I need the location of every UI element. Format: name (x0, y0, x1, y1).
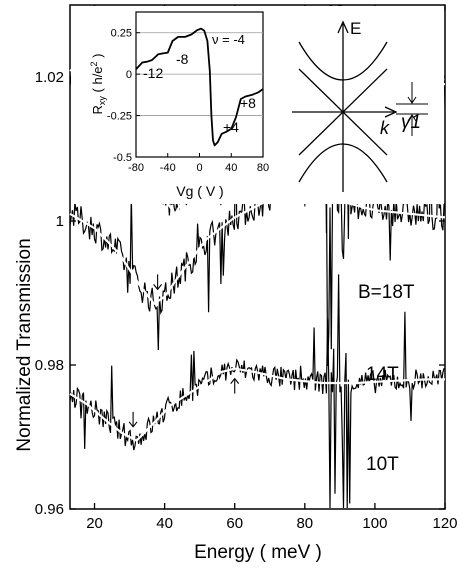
band-structure-diagram: E k γ1 (292, 19, 428, 192)
x-tick-label: 60 (226, 515, 243, 532)
inset-x-tick-label: 80 (257, 162, 269, 174)
inset-y-tick-label: 0 (126, 69, 132, 81)
inset-annotation-minus8: -8 (176, 51, 189, 67)
main-axes: 20 40 60 80 100 120 0.96 0.98 1 1.02 (35, 5, 458, 532)
inset-annotation-minus12: -12 (143, 65, 163, 81)
inset-y-axis-label: Rxy ( h/e2 ) (89, 54, 107, 115)
inset-reference-lines (136, 32, 263, 116)
inset-x-tick-label: -40 (160, 162, 176, 174)
x-axis-label: Energy ( meV ) (194, 542, 322, 563)
inset-region-background (71, 6, 444, 204)
y-tick-label: 1 (56, 213, 64, 230)
energy-axis-label: E (350, 19, 361, 38)
inset-annotation-nu-minus4: ν = -4 (212, 32, 245, 47)
resonance-arrowhead-up (230, 377, 240, 384)
fit-curve-10t (69, 367, 445, 442)
inset-x-axis-label: Vg ( V ) (176, 183, 223, 199)
inset-annotation-plus8: +8 (240, 95, 256, 111)
x-tick-label: 100 (362, 515, 387, 532)
main-plot-frame (69, 4, 446, 510)
upper-split-band (298, 41, 388, 81)
momentum-axis-label: k (380, 118, 390, 138)
x-tick-label: 120 (432, 515, 457, 532)
inset-x-tick-label: 0 (196, 162, 202, 174)
gap-arrow-down-head (407, 96, 417, 104)
inset-x-tick-label: -80 (128, 162, 144, 174)
series-label-18t: B=18T (358, 282, 415, 303)
lower-split-band (298, 143, 388, 183)
inset-axes: -80 -40 0 40 80 0.25 0 -0.25 -0.5 (107, 28, 269, 174)
momentum-axis-arrowhead (384, 106, 398, 118)
gap-label: γ1 (401, 112, 421, 133)
inset-series-layer (135, 27, 264, 147)
inset-x-tick-label: 40 (225, 162, 237, 174)
x-tick-label: 80 (296, 515, 313, 532)
fit-curve-14t (69, 180, 446, 306)
x-tick-label: 40 (156, 515, 173, 532)
inset-annotation-plus4: +4 (223, 119, 239, 135)
inset-hall-curve (135, 27, 264, 147)
y-axis-label: Normalized Transmission (14, 238, 35, 451)
inset-chart: -80 -40 0 40 800.250-0.25-0.5 ν = -4 -8 -12 … (89, 11, 269, 199)
inset-y-tick-label: -0.25 (107, 111, 132, 123)
dirac-line-b (298, 68, 388, 156)
y-tick-label: 0.98 (35, 357, 64, 374)
series-line-10t (69, 274, 445, 509)
y-tick-label: 0.96 (35, 501, 64, 518)
gap-arrow-up-head (407, 114, 417, 122)
y-tick-label: 1.02 (35, 69, 64, 86)
resonance-arrowhead-down (153, 284, 163, 291)
series-label-14t: 14T (366, 364, 399, 385)
inset-y-tick-label: -0.5 (113, 152, 132, 164)
series-label-10t: 10T (366, 454, 399, 475)
main-chart: 20 40 60 80 100 120 0.96 0.98 1 1.02 B=18T 14T 10… (14, 4, 458, 563)
energy-axis-arrowhead (337, 20, 349, 34)
resonance-arrowhead-down (128, 421, 138, 428)
x-tick-label: 20 (86, 515, 103, 532)
inset-y-tick-label: 0.25 (111, 28, 132, 40)
